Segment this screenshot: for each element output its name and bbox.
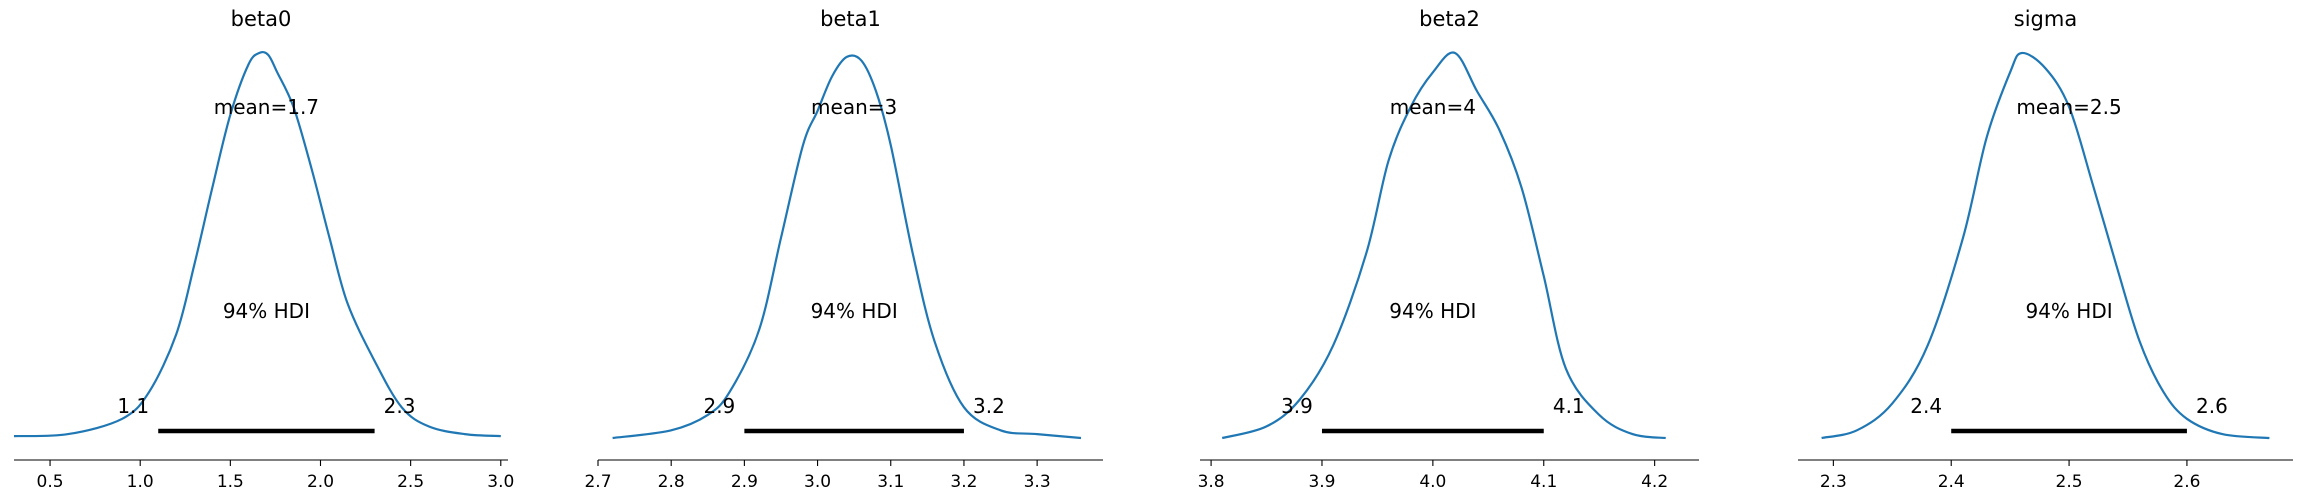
mean-annotation: mean=2.5: [2016, 95, 2121, 119]
hdi-upper-label: 4.1: [1553, 394, 1585, 418]
x-tick-label: 3.2: [950, 472, 977, 492]
hdi-label: 94% HDI: [1389, 299, 1476, 323]
x-tick-label: 2.5: [397, 472, 424, 492]
x-tick-label: 2.0: [307, 472, 334, 492]
hdi-lower-label: 2.9: [703, 394, 735, 418]
x-tick-label: 3.1: [877, 472, 904, 492]
x-tick-label: 1.5: [217, 472, 244, 492]
panel-title: beta2: [1419, 7, 1480, 31]
hdi-upper-label: 3.2: [973, 394, 1005, 418]
x-tick-label: 2.5: [2056, 472, 2083, 492]
x-tick-label: 3.3: [1024, 472, 1051, 492]
density-curve-sigma: [1821, 51, 2270, 440]
x-tick-label: 4.0: [1419, 472, 1446, 492]
density-curve-beta0: [13, 50, 501, 438]
x-tick-label: 2.7: [584, 472, 611, 492]
x-tick-label: 2.6: [2173, 472, 2200, 492]
panel-title: sigma: [2014, 7, 2077, 31]
hdi-label: 94% HDI: [223, 299, 310, 323]
x-tick-label: 4.2: [1641, 472, 1668, 492]
hdi-lower-label: 2.4: [1910, 394, 1942, 418]
x-tick-label: 2.3: [1820, 472, 1847, 492]
mean-annotation: mean=4: [1390, 95, 1476, 119]
x-tick-label: 0.5: [37, 472, 64, 492]
x-tick-label: 1.0: [127, 472, 154, 492]
panel-title: beta0: [231, 7, 292, 31]
panel-title: beta1: [820, 7, 881, 31]
x-tick-label: 4.1: [1530, 472, 1557, 492]
x-tick-label: 3.0: [804, 472, 831, 492]
mean-annotation: mean=3: [811, 95, 897, 119]
hdi-label: 94% HDI: [811, 299, 898, 323]
x-tick-label: 3.0: [487, 472, 514, 492]
hdi-lower-label: 1.1: [117, 394, 149, 418]
density-curve-beta1: [612, 54, 1082, 440]
x-tick-label: 3.8: [1198, 472, 1225, 492]
x-tick-label: 2.8: [658, 472, 685, 492]
x-tick-label: 2.9: [731, 472, 758, 492]
hdi-upper-label: 2.3: [384, 394, 416, 418]
hdi-lower-label: 3.9: [1281, 394, 1313, 418]
density-curve-beta2: [1221, 51, 1666, 440]
hdi-label: 94% HDI: [2025, 299, 2112, 323]
mean-annotation: mean=1.7: [214, 95, 319, 119]
hdi-upper-label: 2.6: [2196, 394, 2228, 418]
x-tick-label: 2.4: [1938, 472, 1965, 492]
x-tick-label: 3.9: [1308, 472, 1335, 492]
